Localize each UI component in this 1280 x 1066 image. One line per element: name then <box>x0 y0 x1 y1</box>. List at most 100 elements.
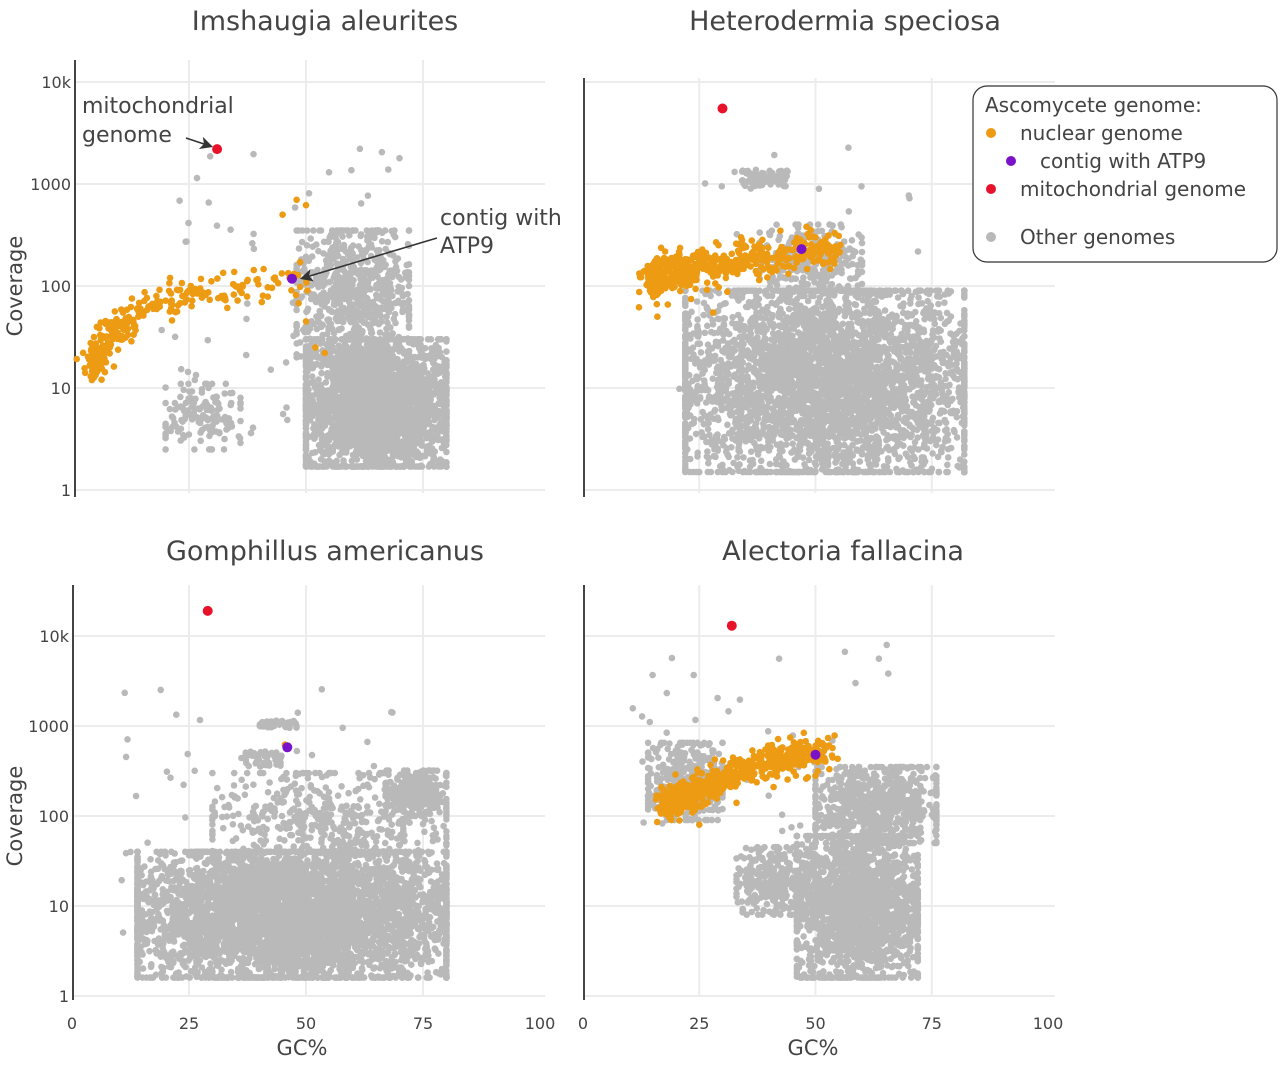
data-point-other <box>303 458 310 465</box>
data-point-nuclear <box>215 295 222 302</box>
data-point-other <box>398 463 405 470</box>
data-point-other <box>376 446 383 453</box>
data-point-other <box>335 239 342 246</box>
data-point-other <box>193 372 200 379</box>
data-point-other <box>180 387 187 394</box>
data-point-other <box>348 385 355 392</box>
data-point-other <box>227 226 234 233</box>
data-point-nuclear <box>304 287 311 294</box>
data-point-other <box>333 442 340 449</box>
data-point-other <box>443 449 450 456</box>
data-point-other <box>283 359 290 366</box>
data-point-other <box>334 227 341 234</box>
data-point-other <box>377 313 384 320</box>
data-point-other <box>379 238 386 245</box>
data-point-other <box>734 454 741 461</box>
data-point-other <box>338 325 345 332</box>
data-point-other <box>199 427 206 434</box>
data-point-other <box>301 268 308 275</box>
data-point-other <box>304 383 311 390</box>
data-point-other <box>236 433 243 440</box>
data-point-other <box>402 442 409 449</box>
data-point-other <box>343 350 350 357</box>
data-point-nuclear <box>297 259 304 266</box>
data-point-nuclear <box>303 318 310 325</box>
data-point-other <box>361 304 368 311</box>
data-point-other <box>400 407 407 414</box>
data-point-nuclear <box>272 277 279 284</box>
data-point-other <box>409 371 416 378</box>
data-point-nuclear <box>172 309 179 316</box>
data-point-other <box>314 389 321 396</box>
data-point-other <box>333 458 340 465</box>
data-point-nuclear <box>208 278 215 285</box>
data-point-other <box>443 385 450 392</box>
data-point-other <box>413 463 420 470</box>
data-point-other <box>443 391 450 398</box>
data-point-other <box>185 381 192 388</box>
data-point-nuclear <box>141 289 148 296</box>
data-point-other <box>348 248 355 255</box>
data-point-nuclear <box>99 342 106 349</box>
data-point-nuclear <box>167 275 174 282</box>
data-point-other <box>207 153 214 160</box>
data-point-other <box>361 406 368 413</box>
data-point-nuclear <box>129 295 136 302</box>
data-point-nuclear <box>231 269 238 276</box>
data-point-nuclear <box>251 267 258 274</box>
data-point-nuclear <box>137 305 144 312</box>
data-point-nuclear <box>235 283 242 290</box>
data-point-other <box>348 270 355 277</box>
data-point-nuclear <box>188 303 195 310</box>
data-point-other <box>307 325 314 332</box>
data-point-atp9 <box>287 274 297 284</box>
data-point-other <box>329 244 336 251</box>
data-point-other <box>353 366 360 373</box>
data-point-other <box>205 199 212 206</box>
data-point-other <box>358 200 365 207</box>
data-point-other <box>372 316 379 323</box>
data-point-other <box>292 204 299 211</box>
y-tick-label: 1 <box>61 481 71 500</box>
data-point-nuclear <box>82 370 89 377</box>
data-point-nuclear <box>244 293 251 300</box>
data-point-nuclear <box>111 363 118 370</box>
data-point-other <box>390 422 397 429</box>
data-point-other <box>951 427 958 434</box>
data-point-other <box>303 431 310 438</box>
data-point-other <box>434 385 441 392</box>
data-point-nuclear <box>98 376 105 383</box>
data-point-other <box>360 354 367 361</box>
data-point-other <box>221 446 228 453</box>
data-point-other <box>325 238 332 245</box>
data-point-other <box>158 327 165 334</box>
data-point-other <box>162 400 169 407</box>
data-point-other <box>167 406 174 413</box>
data-point-other <box>314 406 321 413</box>
data-point-nuclear <box>168 297 175 304</box>
data-point-other <box>376 439 383 446</box>
data-point-other <box>407 379 414 386</box>
data-point-other <box>414 415 421 422</box>
data-point-nuclear <box>224 305 231 312</box>
data-point-other <box>369 369 376 376</box>
data-point-other <box>172 334 179 341</box>
data-point-other <box>372 354 379 361</box>
data-point-nuclear <box>202 292 209 299</box>
data-point-other <box>389 330 396 337</box>
data-point-nuclear <box>112 308 119 315</box>
data-point-other <box>328 394 335 401</box>
data-point-other <box>364 463 371 470</box>
data-point-other <box>249 240 256 247</box>
data-point-nuclear <box>190 291 197 298</box>
data-point-other <box>332 386 339 393</box>
data-point-other <box>406 307 413 314</box>
data-point-other <box>329 363 336 370</box>
data-point-other <box>396 422 403 429</box>
data-point-other <box>382 227 389 234</box>
data-point-other <box>405 448 412 455</box>
data-point-other <box>354 419 361 426</box>
data-point-other <box>419 366 426 373</box>
data-point-other <box>373 420 380 427</box>
data-point-other <box>189 388 196 395</box>
